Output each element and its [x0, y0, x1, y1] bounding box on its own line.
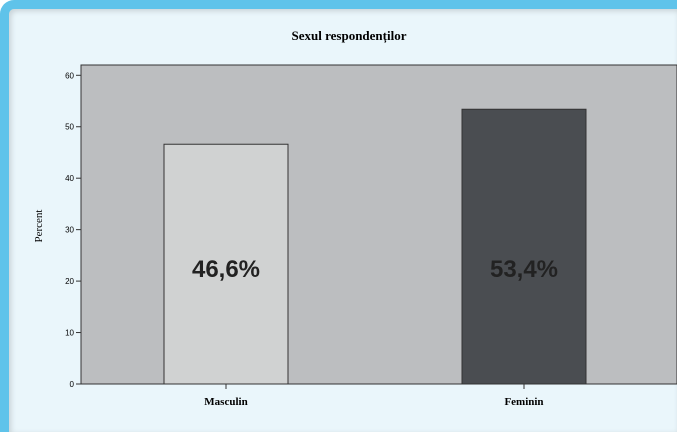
y-tick-label: 60: [65, 71, 74, 80]
bar-value-label: 53,4%: [490, 256, 558, 283]
y-tick-label: 20: [65, 277, 74, 286]
y-tick-label: 10: [65, 329, 74, 338]
x-tick-label: Feminin: [504, 396, 543, 408]
y-axis-label: Percent: [33, 210, 45, 243]
y-axis: 0 10 20 30 40 50 60: [65, 65, 82, 389]
bar-feminin: [461, 108, 587, 385]
y-tick-label: 50: [65, 123, 74, 132]
chart-title: Sexul respondenților: [292, 28, 407, 44]
bars: 46,6% 53,4%: [163, 108, 587, 385]
y-tick-label: 40: [65, 174, 74, 183]
bar-value-label: 46,6%: [192, 256, 260, 283]
x-tick-label: Masculin: [204, 396, 247, 408]
y-tick-label: 0: [70, 380, 75, 389]
x-axis: Masculin Feminin: [204, 384, 544, 408]
bar-masculin: [163, 143, 289, 385]
y-tick-label: 30: [65, 226, 74, 235]
